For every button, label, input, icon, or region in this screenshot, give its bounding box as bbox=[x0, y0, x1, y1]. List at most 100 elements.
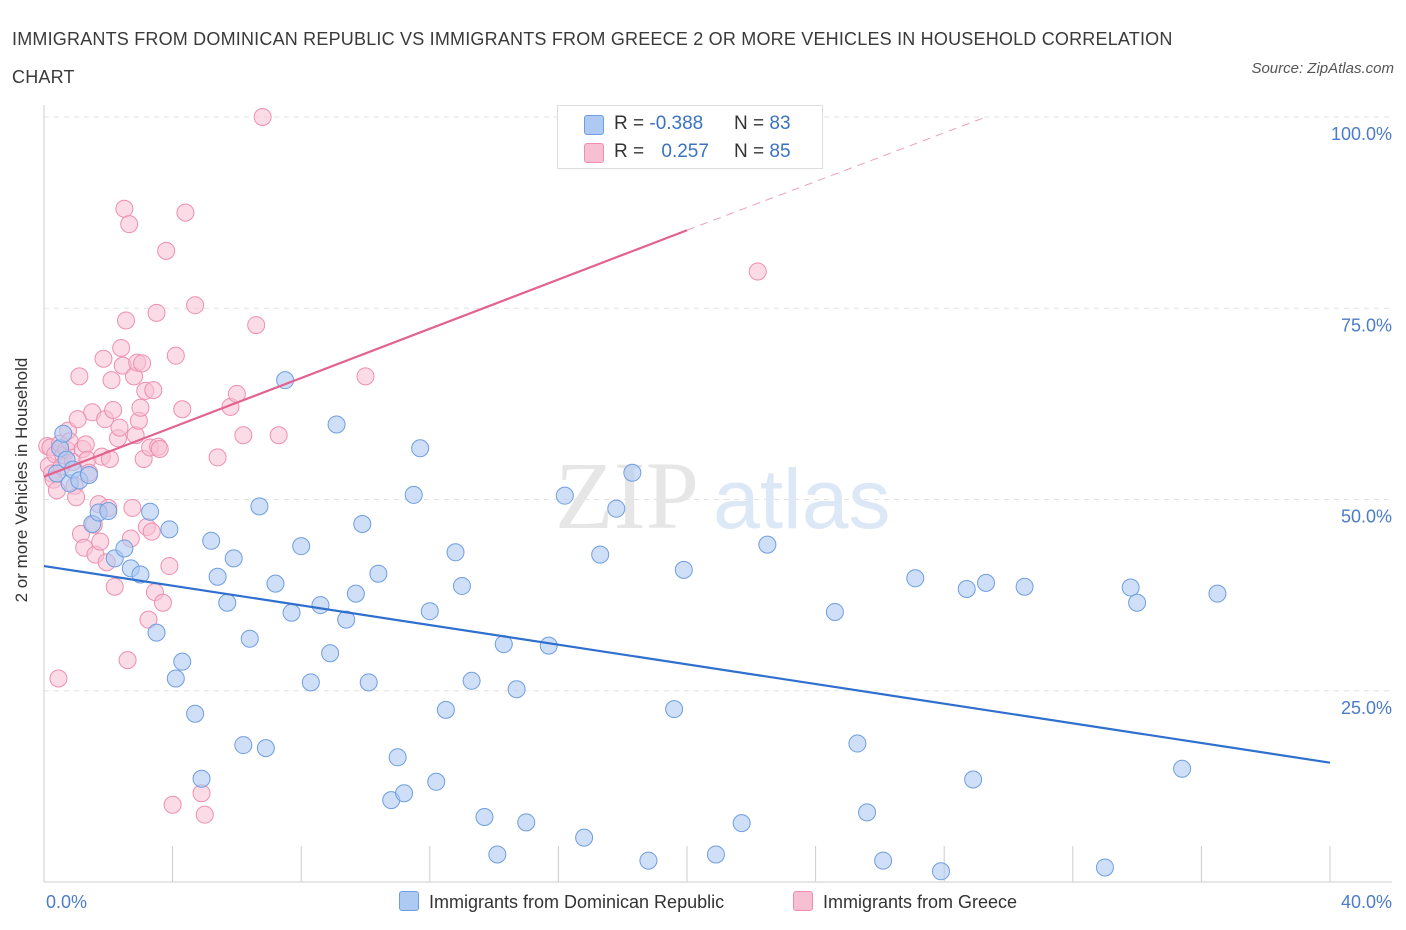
series-legend: Immigrants from Dominican Republic Immig… bbox=[0, 888, 1406, 916]
greece-point-40 bbox=[110, 418, 129, 437]
dominican-point-12 bbox=[115, 539, 134, 558]
greece-point-54 bbox=[133, 354, 152, 373]
greece-point-79 bbox=[234, 426, 253, 445]
dominican-point-73 bbox=[858, 803, 877, 822]
dominican-point-27 bbox=[240, 629, 259, 648]
watermark-zip: ZIP bbox=[555, 442, 699, 549]
dominican-point-52 bbox=[452, 576, 471, 595]
greece-point-75 bbox=[195, 805, 214, 824]
dominican-point-20 bbox=[186, 704, 205, 723]
dominican-point-32 bbox=[282, 603, 301, 622]
grid-lines bbox=[44, 116, 1392, 692]
dominican-point-34 bbox=[301, 673, 320, 692]
legend-label-greece: Immigrants from Greece bbox=[823, 892, 1018, 912]
greece-point-29 bbox=[91, 532, 110, 551]
dominican-point-57 bbox=[507, 680, 526, 699]
dominican-point-44 bbox=[388, 748, 407, 767]
dominican-point-49 bbox=[427, 772, 446, 791]
greece-point-72 bbox=[176, 203, 195, 222]
dominican-point-47 bbox=[411, 439, 430, 458]
blue-r-label: R = bbox=[614, 113, 650, 134]
greece-point-37 bbox=[104, 400, 123, 419]
greece-point-76 bbox=[208, 448, 227, 467]
greece-point-22 bbox=[76, 435, 95, 454]
dominican-point-42 bbox=[369, 564, 388, 583]
dominican-point-25 bbox=[224, 549, 243, 568]
greece-point-48 bbox=[123, 498, 142, 517]
dominican-point-15 bbox=[141, 502, 160, 521]
stats-row-blue: R = -0.388 N = 83 bbox=[558, 110, 822, 138]
greece-point-63 bbox=[147, 303, 166, 322]
greece-point-82 bbox=[269, 426, 288, 445]
y-axis-label-box: 2 or more Vehicles in Household bbox=[2, 330, 42, 630]
dominican-point-24 bbox=[218, 593, 237, 612]
dominican-point-2 bbox=[54, 424, 73, 443]
dominican-point-80 bbox=[1015, 577, 1034, 596]
dominican-point-65 bbox=[639, 851, 658, 870]
greece-point-45 bbox=[118, 651, 137, 670]
dominican-point-28 bbox=[250, 497, 269, 516]
dominican-point-77 bbox=[957, 580, 976, 599]
dominican-point-85 bbox=[1208, 584, 1227, 603]
dominican-point-59 bbox=[539, 636, 558, 655]
x-tick-label-0: 0.0% bbox=[46, 892, 87, 912]
dominican-point-30 bbox=[266, 574, 285, 593]
dominican-point-60 bbox=[555, 486, 574, 505]
watermark-atlas: atlas bbox=[713, 452, 890, 546]
greece-point-17 bbox=[68, 410, 87, 429]
pink-swatch bbox=[584, 143, 604, 163]
greece-point-80 bbox=[247, 316, 266, 335]
dominican-point-48 bbox=[420, 602, 439, 621]
greece-point-84 bbox=[748, 262, 767, 281]
watermark: ZIP atlas bbox=[555, 442, 890, 549]
greece-point-60 bbox=[142, 522, 161, 541]
greece-trend-line bbox=[43, 229, 688, 478]
blue-swatch bbox=[584, 115, 604, 135]
dominican-point-22 bbox=[202, 531, 221, 550]
dominican-point-61 bbox=[575, 828, 594, 847]
series-dominican-points bbox=[47, 371, 1227, 881]
dominican-point-51 bbox=[446, 543, 465, 562]
dominican-point-79 bbox=[976, 573, 995, 592]
greece-point-18 bbox=[70, 367, 89, 386]
dominican-point-46 bbox=[404, 485, 423, 504]
dominican-point-10 bbox=[99, 501, 118, 520]
legend-item-dominican: Immigrants from Dominican Republic bbox=[399, 888, 724, 916]
dominican-point-40 bbox=[353, 514, 372, 533]
dominican-point-78 bbox=[964, 770, 983, 789]
greece-point-68 bbox=[160, 557, 179, 576]
dominican-point-14 bbox=[131, 565, 150, 584]
y-tick-label-0: 25.0% bbox=[1341, 698, 1392, 718]
tick-labels: 25.0% 50.0% 75.0% 100.0% 0.0% 40.0% bbox=[46, 124, 1392, 912]
legend-swatch-dominican bbox=[399, 891, 419, 911]
greece-point-53 bbox=[131, 398, 150, 417]
dominican-point-55 bbox=[488, 845, 507, 864]
greece-point-73 bbox=[186, 296, 205, 315]
dominican-point-7 bbox=[80, 466, 99, 485]
greece-point-44 bbox=[116, 311, 135, 330]
pink-r-value: 0.257 bbox=[661, 141, 709, 162]
blue-r-value: -0.388 bbox=[649, 113, 704, 134]
dominican-point-21 bbox=[192, 769, 211, 788]
greece-point-43 bbox=[115, 199, 134, 218]
dominican-point-26 bbox=[234, 736, 253, 755]
pink-n-label: N = bbox=[734, 141, 770, 162]
y-tick-label-2: 75.0% bbox=[1341, 315, 1392, 335]
greece-point-31 bbox=[94, 349, 113, 368]
y-axis-label: 2 or more Vehicles in Household bbox=[12, 357, 31, 603]
greece-point-70 bbox=[166, 346, 185, 365]
dominican-point-76 bbox=[931, 862, 950, 881]
y-tick-label-3: 100.0% bbox=[1331, 124, 1392, 144]
blue-n-label: N = bbox=[734, 113, 770, 134]
greece-point-46 bbox=[120, 215, 139, 234]
dominican-point-35 bbox=[311, 596, 330, 615]
dominican-point-53 bbox=[462, 671, 481, 690]
dominican-point-63 bbox=[607, 499, 626, 518]
stats-legend: R = -0.388 N = 83 R = 0.257 N = 85 bbox=[557, 105, 823, 169]
greece-point-71 bbox=[173, 400, 192, 419]
chart-title: IMMIGRANTS FROM DOMINICAN REPUBLIC VS IM… bbox=[12, 29, 1173, 87]
dominican-point-41 bbox=[359, 673, 378, 692]
dominican-point-17 bbox=[160, 520, 179, 539]
greece-point-61 bbox=[144, 381, 163, 400]
